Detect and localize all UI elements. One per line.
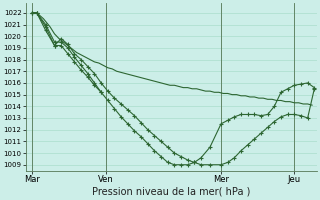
X-axis label: Pression niveau de la mer( hPa ): Pression niveau de la mer( hPa ) (92, 187, 250, 197)
